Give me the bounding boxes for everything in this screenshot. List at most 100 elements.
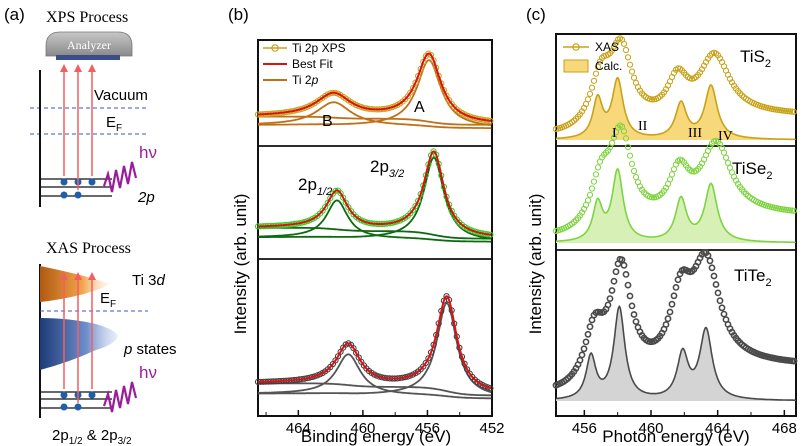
xas-data-point xyxy=(592,70,600,77)
xas-data-point xyxy=(648,194,656,201)
xas-data-point xyxy=(632,174,640,181)
background-curve xyxy=(258,382,492,397)
x-tick-label: 456 xyxy=(572,420,597,437)
xas-data-point xyxy=(722,154,730,161)
peak-label-I: I xyxy=(612,126,617,141)
best-fit-curve xyxy=(257,52,492,122)
calc-curve xyxy=(556,168,796,244)
xps-data-point xyxy=(334,353,342,360)
peak-label-B: B xyxy=(322,113,333,130)
xas-data-point xyxy=(590,178,598,185)
xas-data-point xyxy=(648,96,656,103)
xas-data-point xyxy=(664,315,672,323)
peak-label-IV: IV xyxy=(718,129,733,144)
xas-data-point xyxy=(666,176,674,183)
xas-data-point xyxy=(624,143,632,151)
x-axis-label-b: Binding energy (eV) xyxy=(301,427,451,446)
electrons-xps xyxy=(60,178,96,199)
xps-data-point xyxy=(409,85,416,92)
plot-c xyxy=(552,35,798,401)
x-tick-label: 456 xyxy=(415,420,440,437)
xps-data-point xyxy=(342,199,349,206)
xps-data-point xyxy=(422,359,429,366)
xas-data-point xyxy=(716,297,724,305)
best-fit-curve xyxy=(258,295,492,390)
xas-data-point xyxy=(570,219,578,226)
xas-data-point xyxy=(606,295,614,302)
xas-data-point xyxy=(578,351,586,359)
xas-title: XAS Process xyxy=(46,240,131,257)
xas-data-point xyxy=(656,93,664,100)
xas-data-point xyxy=(632,318,640,325)
core-label-xps: 2p xyxy=(137,189,155,206)
xas-data-point xyxy=(588,185,596,192)
xps-data-point xyxy=(350,345,357,352)
xas-data-point xyxy=(718,304,726,312)
xas-data-point xyxy=(620,40,628,47)
xas-data-point xyxy=(636,183,644,190)
xas-data-point xyxy=(626,292,634,300)
xas-data-point xyxy=(630,167,638,175)
peak-label-A: A xyxy=(414,99,425,116)
xps-data-point xyxy=(443,92,450,99)
xas-data-point xyxy=(696,163,704,170)
p-states-label: p states xyxy=(123,341,177,358)
xas-data-point xyxy=(712,281,720,288)
xps-data-point xyxy=(355,354,362,361)
xas-data-point xyxy=(584,330,592,338)
xas-data-point xyxy=(670,292,678,300)
xas-data-point xyxy=(668,171,676,178)
xps-data-point xyxy=(415,197,422,204)
legend-marker xyxy=(563,59,589,73)
calc-curve xyxy=(555,76,796,141)
panel-label-c: (c) xyxy=(526,5,546,24)
x-tick-label: 464 xyxy=(286,420,311,437)
xas-data-point xyxy=(600,151,608,158)
xps-data-point xyxy=(353,349,360,356)
xas-data-point xyxy=(666,308,674,316)
xps-data-point xyxy=(337,190,344,197)
x-ticks-b: 464 460 456 452 xyxy=(265,410,505,437)
xas-data-point xyxy=(640,189,648,196)
x-ticks-c: 456 460 464 468 xyxy=(572,410,797,437)
xas-data-point xyxy=(604,301,612,309)
xas-data-point xyxy=(610,277,618,285)
xas-data-point xyxy=(620,261,628,269)
xas-data-point xyxy=(786,207,794,214)
xas-data-point xyxy=(586,90,594,98)
xas-data-point xyxy=(712,50,720,57)
xas-data-point xyxy=(706,143,714,150)
xas-data-point xyxy=(714,289,722,297)
ti3d-dos-shape xyxy=(40,266,110,302)
x-axis-label-c: Photon energy (eV) xyxy=(602,427,749,446)
xas-data-point xyxy=(628,68,636,75)
sample-label-tise2: TiSe2 xyxy=(732,159,772,182)
photon-label-xas: hν xyxy=(139,363,157,382)
xas-data-point xyxy=(790,108,798,115)
y-axis-label-b: Intensity (arb. unit) xyxy=(231,194,250,335)
xas-data-point xyxy=(706,52,714,59)
xas-data-point xyxy=(622,135,630,142)
analyzer-device: Analyzer xyxy=(45,31,133,60)
peak-label-III: III xyxy=(688,126,702,141)
plot-b xyxy=(254,50,494,400)
xas-data-point xyxy=(628,302,636,310)
background-curve xyxy=(258,226,492,240)
xas-data-point xyxy=(630,74,638,81)
legend-entry: XAS xyxy=(595,40,619,54)
peak-label-II: II xyxy=(638,119,648,134)
xas-data-point xyxy=(732,177,740,184)
photon-wave-icon xyxy=(102,381,138,413)
fermi-label-xas: EF xyxy=(100,290,116,310)
xas-data-point xyxy=(626,152,634,159)
xas-data-point xyxy=(586,191,594,198)
xas-data-point xyxy=(608,287,616,294)
xas-data-point xyxy=(594,164,602,171)
xas-data-point xyxy=(706,257,714,265)
xas-data-point xyxy=(588,84,596,91)
xas-data-point xyxy=(728,79,736,86)
xas-data-point xyxy=(630,311,638,318)
xas-data-point xyxy=(586,323,594,331)
x-tick-label: 460 xyxy=(638,420,663,437)
xas-data-point xyxy=(742,190,750,198)
